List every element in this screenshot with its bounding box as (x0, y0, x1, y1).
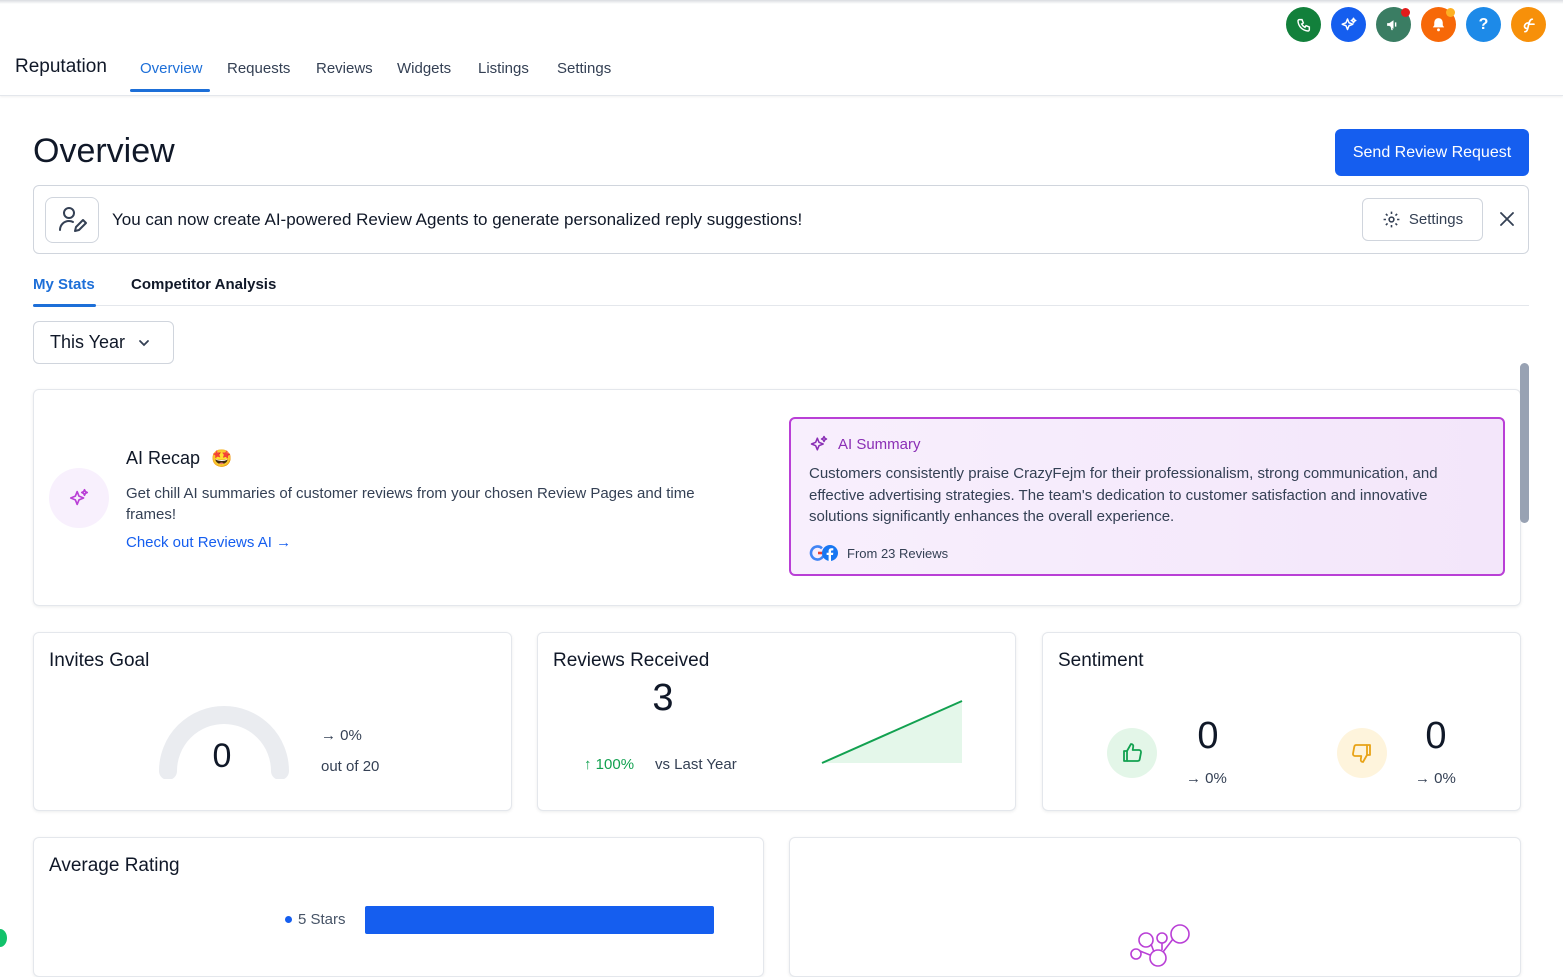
ai-recap-title: AI Recap 🤩 (126, 448, 232, 469)
banner-message: You can now create AI-powered Review Age… (112, 210, 803, 229)
check-reviews-ai-link[interactable]: Check out Reviews AI → (126, 534, 292, 551)
settings-label: Settings (1408, 211, 1464, 228)
positive-change: → 0% (1186, 770, 1227, 787)
star-struck-emoji: 🤩 (211, 449, 233, 468)
rating-row: 5 Stars (282, 906, 722, 934)
invites-goal-card: Invites Goal 0 → 0% out of 20 (33, 632, 512, 811)
top-header: ? Reputation Overview Requests Reviews W… (0, 0, 1563, 96)
banner-settings-button[interactable]: Settings (1362, 198, 1483, 241)
ai-summary-panel: AI Summary Customers consistently praise… (789, 417, 1505, 576)
sentiment-title: Sentiment (1058, 650, 1144, 671)
invites-goal-title: Invites Goal (49, 650, 150, 671)
reviews-received-card: Reviews Received 3 ↑ 100% vs Last Year (537, 632, 1016, 811)
date-range-select[interactable]: This Year (33, 321, 174, 364)
page-title: Overview (33, 132, 175, 170)
legend-dot (285, 916, 292, 923)
active-tab-indicator (130, 89, 210, 92)
tab-my-stats[interactable]: My Stats (33, 276, 95, 293)
invites-goal-target: out of 20 (321, 758, 380, 775)
phone-icon[interactable] (1286, 7, 1321, 42)
send-review-request-button[interactable]: Send Review Request (1335, 129, 1529, 176)
tab-competitor-analysis[interactable]: Competitor Analysis (131, 276, 277, 293)
positive-value: 0 (1197, 715, 1219, 757)
ai-summary-text: Customers consistently praise CrazyFejm … (809, 465, 1438, 525)
app-title: Reputation (15, 56, 107, 77)
tab-settings[interactable]: Settings (557, 60, 612, 77)
tab-reviews[interactable]: Reviews (316, 60, 373, 77)
thumbs-up-icon (1107, 728, 1157, 778)
invites-goal-change: → 0% (321, 727, 362, 744)
avatar-icon[interactable] (1511, 7, 1546, 42)
notification-dot (1446, 8, 1455, 17)
average-rating-card: Average Rating 5 Stars (33, 837, 764, 977)
rating-bar-track (365, 906, 714, 934)
ai-agent-banner: You can now create AI-powered Review Age… (33, 185, 1529, 254)
tab-requests[interactable]: Requests (227, 60, 291, 77)
ai-summary-source: From 23 Reviews (809, 544, 948, 562)
rating-label: 5 Stars (298, 911, 346, 928)
status-indicator (0, 929, 7, 947)
average-rating-title: Average Rating (49, 855, 180, 876)
reviews-received-change: ↑ 100% (584, 756, 635, 773)
megaphone-icon[interactable] (1376, 7, 1411, 42)
review-count: From 23 Reviews (847, 545, 949, 561)
negative-value: 0 (1425, 715, 1447, 757)
network-illustration-icon (1130, 924, 1190, 967)
sparkle-icon (49, 468, 109, 528)
reviews-comparison: vs Last Year (655, 756, 737, 773)
ai-summary-header: AI Summary (809, 434, 921, 454)
rating-bar-fill (365, 906, 714, 934)
gear-icon (1383, 211, 1400, 228)
sentiment-card: Sentiment 0 → 0% 0 → 0% (1042, 632, 1521, 811)
tab-listings[interactable]: Listings (478, 60, 529, 77)
invites-gauge (159, 706, 289, 779)
reviews-received-title: Reviews Received (553, 650, 710, 671)
ai-sparkle-icon[interactable] (1331, 7, 1366, 42)
close-icon[interactable] (1496, 208, 1518, 230)
empty-state-card (789, 837, 1521, 977)
ai-recap-description: Get chill AI summaries of customer revie… (126, 485, 695, 523)
top-shadow (0, 0, 1563, 4)
tab-widgets[interactable]: Widgets (397, 60, 452, 77)
ai-recap-title-text: AI Recap (126, 448, 201, 468)
negative-change: → 0% (1415, 770, 1456, 787)
gauge-track (159, 706, 289, 779)
chevron-down-icon (139, 339, 149, 346)
sparkle-icon (810, 435, 828, 451)
user-edit-icon (45, 197, 99, 243)
reviews-trend-chart (821, 700, 963, 764)
tab-divider (33, 305, 1529, 306)
reviews-received-value: 3 (652, 677, 674, 719)
notification-dot (1401, 8, 1410, 17)
ai-summary-title: AI Summary (838, 435, 921, 453)
tab-overview[interactable]: Overview (140, 60, 203, 77)
thumbs-down-icon (1337, 728, 1387, 778)
invites-goal-value: 0 (212, 737, 232, 775)
help-icon[interactable]: ? (1466, 7, 1501, 42)
active-subtab-indicator (33, 304, 96, 307)
google-facebook-icon (809, 545, 838, 561)
scrollbar-thumb[interactable] (1520, 363, 1529, 523)
bell-icon[interactable] (1421, 7, 1456, 42)
date-range-value: This Year (50, 332, 126, 352)
trend-line (821, 700, 963, 764)
